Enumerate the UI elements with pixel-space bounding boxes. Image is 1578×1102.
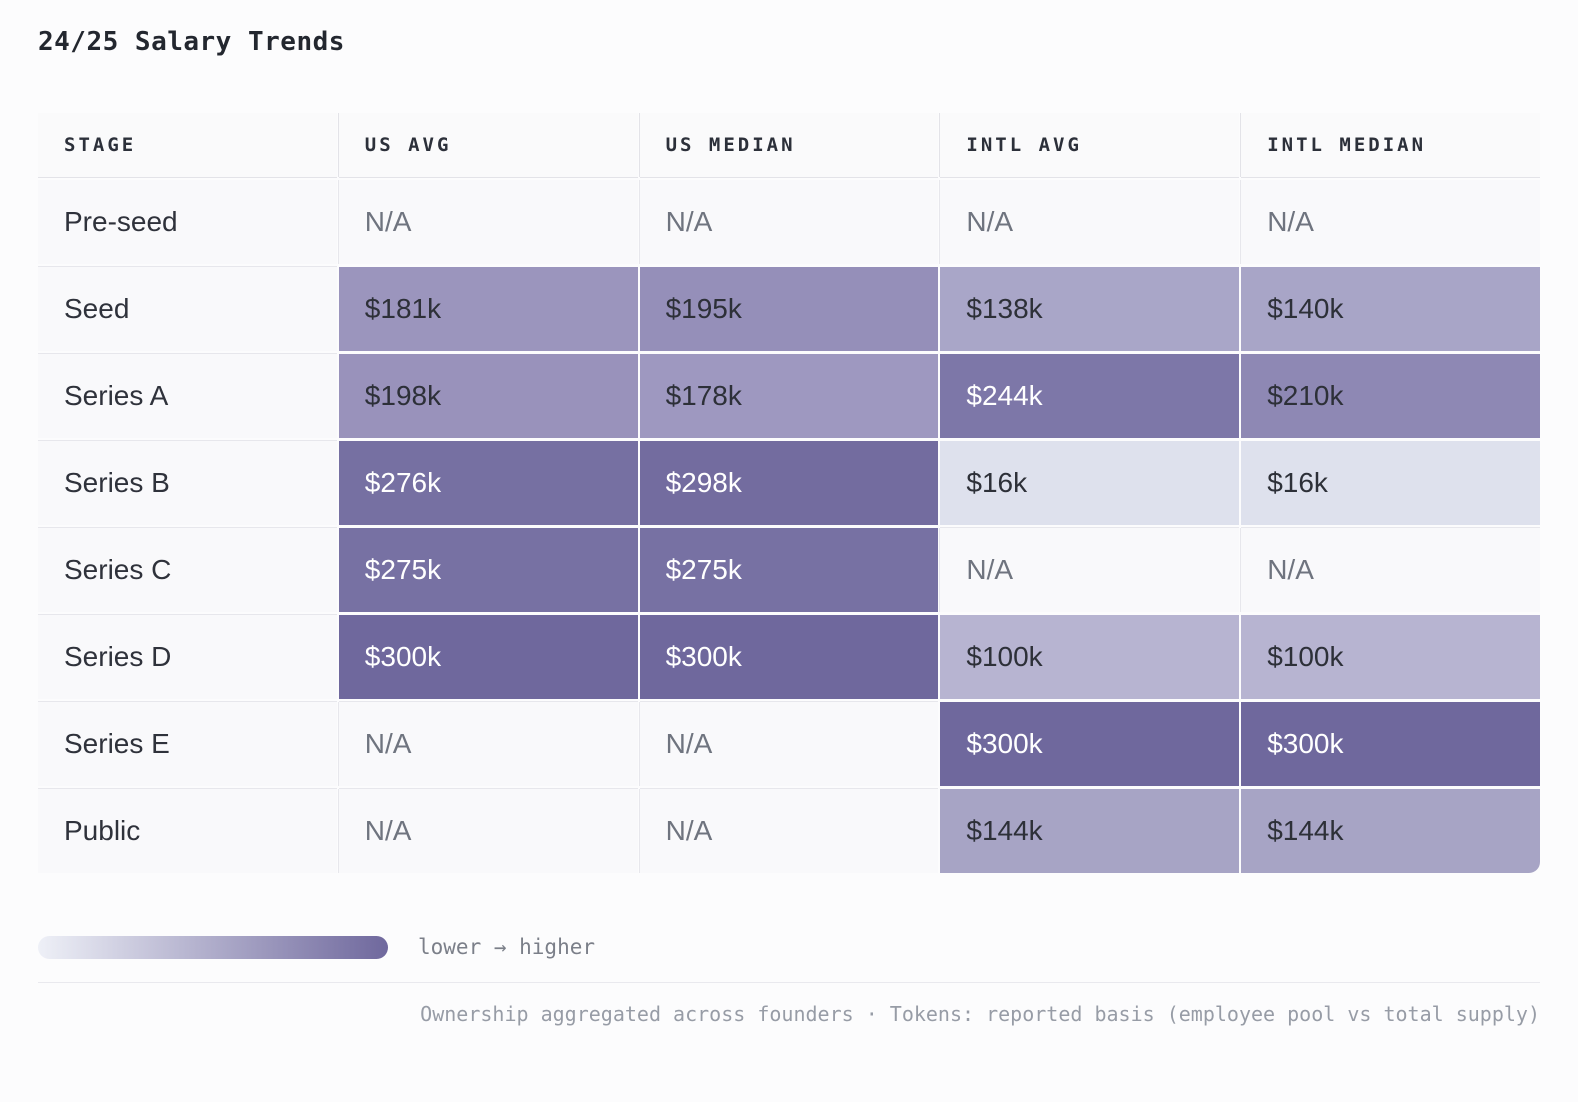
- cell-series-a-us-median: $178k: [639, 354, 939, 438]
- cell-series-a-intl-median: $210k: [1241, 354, 1540, 438]
- column-header-us-avg: US AVG: [338, 113, 638, 177]
- cell-series-a-us-avg: $198k: [338, 354, 638, 438]
- cell-seed-intl-avg: $138k: [940, 267, 1240, 351]
- cell-series-d-us-median: $300k: [639, 615, 939, 699]
- salary-trends-widget: 24/25 Salary Trends STAGE US AVG US MEDIAN…: [38, 0, 1540, 1026]
- cell-pre-seed-intl-median: N/A: [1241, 180, 1540, 264]
- salary-heatmap-table: STAGE US AVG US MEDIAN INTL AVG INTL MEDIAN P…: [38, 113, 1540, 873]
- row-label-seed: Seed: [38, 267, 337, 351]
- cell-pre-seed-intl-avg: N/A: [940, 180, 1240, 264]
- row-label-series-c: Series C: [38, 528, 337, 612]
- column-header-us-median: US MEDIAN: [639, 113, 939, 177]
- column-header-intl-median: INTL MEDIAN: [1241, 113, 1540, 177]
- row-label-series-d: Series D: [38, 615, 337, 699]
- row-label-series-e: Series E: [38, 702, 337, 786]
- column-header-stage: STAGE: [38, 113, 337, 177]
- cell-series-b-us-avg: $276k: [338, 441, 638, 525]
- row-label-pre-seed: Pre-seed: [38, 180, 337, 264]
- row-label-series-a: Series A: [38, 354, 337, 438]
- cell-series-d-us-avg: $300k: [338, 615, 638, 699]
- cell-series-d-intl-avg: $100k: [940, 615, 1240, 699]
- cell-series-c-intl-median: N/A: [1241, 528, 1540, 612]
- cell-series-e-us-median: N/A: [639, 702, 939, 786]
- footer-note: Ownership aggregated across founders · T…: [420, 1002, 1540, 1026]
- cell-series-e-intl-median: $300k: [1241, 702, 1540, 786]
- cell-series-c-intl-avg: N/A: [940, 528, 1240, 612]
- cell-series-d-intl-median: $100k: [1241, 615, 1540, 699]
- heat-legend-label: lower → higher: [418, 935, 596, 959]
- cell-series-c-us-avg: $275k: [338, 528, 638, 612]
- cell-seed-us-avg: $181k: [338, 267, 638, 351]
- cell-seed-us-median: $195k: [639, 267, 939, 351]
- cell-public-intl-median: $144k: [1241, 789, 1540, 873]
- cell-series-e-intl-avg: $300k: [940, 702, 1240, 786]
- heat-legend: lower → higher: [38, 935, 1540, 959]
- cell-series-c-us-median: $275k: [639, 528, 939, 612]
- row-label-public: Public: [38, 789, 337, 873]
- cell-public-us-median: N/A: [639, 789, 939, 873]
- cell-public-intl-avg: $144k: [940, 789, 1240, 873]
- page-title: 24/25 Salary Trends: [38, 27, 345, 57]
- cell-pre-seed-us-median: N/A: [639, 180, 939, 264]
- cell-series-b-intl-avg: $16k: [940, 441, 1240, 525]
- cell-seed-intl-median: $140k: [1241, 267, 1540, 351]
- heat-gradient-bar: [38, 935, 388, 959]
- cell-series-b-intl-median: $16k: [1241, 441, 1540, 525]
- cell-series-b-us-median: $298k: [639, 441, 939, 525]
- footer-divider: [38, 982, 1540, 983]
- cell-public-us-avg: N/A: [338, 789, 638, 873]
- cell-pre-seed-us-avg: N/A: [338, 180, 638, 264]
- cell-series-a-intl-avg: $244k: [940, 354, 1240, 438]
- cell-series-e-us-avg: N/A: [338, 702, 638, 786]
- column-header-intl-avg: INTL AVG: [940, 113, 1240, 177]
- row-label-series-b: Series B: [38, 441, 337, 525]
